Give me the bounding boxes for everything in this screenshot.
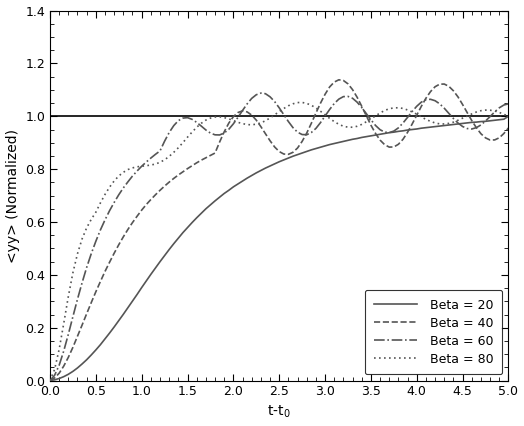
Beta = 20 <box>47 378 53 383</box>
Beta = 40 <box>322 92 328 97</box>
Beta = 40 <box>161 184 168 189</box>
Beta = 80 <box>505 114 511 119</box>
Legend: Beta = 20, Beta = 40, Beta = 60, Beta = 80: Beta = 20, Beta = 40, Beta = 60, Beta = … <box>365 290 502 374</box>
Beta = 20 <box>368 133 374 138</box>
Beta = 80 <box>395 105 401 110</box>
X-axis label: t-t$_0$: t-t$_0$ <box>267 404 291 420</box>
Beta = 80 <box>47 378 53 383</box>
Beta = 80 <box>79 236 85 242</box>
Beta = 40 <box>395 142 401 147</box>
Beta = 60 <box>263 91 269 96</box>
Beta = 80 <box>299 100 305 105</box>
Beta = 60 <box>505 101 511 106</box>
Line: Beta = 40: Beta = 40 <box>50 80 508 380</box>
Beta = 20 <box>161 253 168 258</box>
Beta = 60 <box>79 280 85 285</box>
Beta = 80 <box>373 113 379 118</box>
Line: Beta = 80: Beta = 80 <box>50 102 508 380</box>
Beta = 40 <box>79 322 85 328</box>
Line: Beta = 20: Beta = 20 <box>50 116 508 380</box>
Beta = 40 <box>336 77 342 82</box>
Beta = 20 <box>79 361 85 366</box>
Beta = 40 <box>47 378 53 383</box>
Beta = 60 <box>395 125 401 130</box>
Beta = 20 <box>391 130 397 135</box>
Beta = 20 <box>258 168 264 173</box>
Beta = 60 <box>258 91 264 96</box>
Beta = 20 <box>505 114 511 119</box>
Beta = 40 <box>373 131 379 136</box>
Line: Beta = 60: Beta = 60 <box>50 93 508 380</box>
Beta = 40 <box>258 124 264 129</box>
Y-axis label: <yy> (Normalized): <yy> (Normalized) <box>6 129 19 262</box>
Beta = 20 <box>322 143 328 148</box>
Beta = 60 <box>161 138 168 144</box>
Beta = 60 <box>326 107 333 112</box>
Beta = 80 <box>161 157 168 162</box>
Beta = 60 <box>373 123 379 128</box>
Beta = 60 <box>47 378 53 383</box>
Beta = 80 <box>326 116 333 121</box>
Beta = 40 <box>505 125 511 130</box>
Beta = 80 <box>258 120 264 125</box>
